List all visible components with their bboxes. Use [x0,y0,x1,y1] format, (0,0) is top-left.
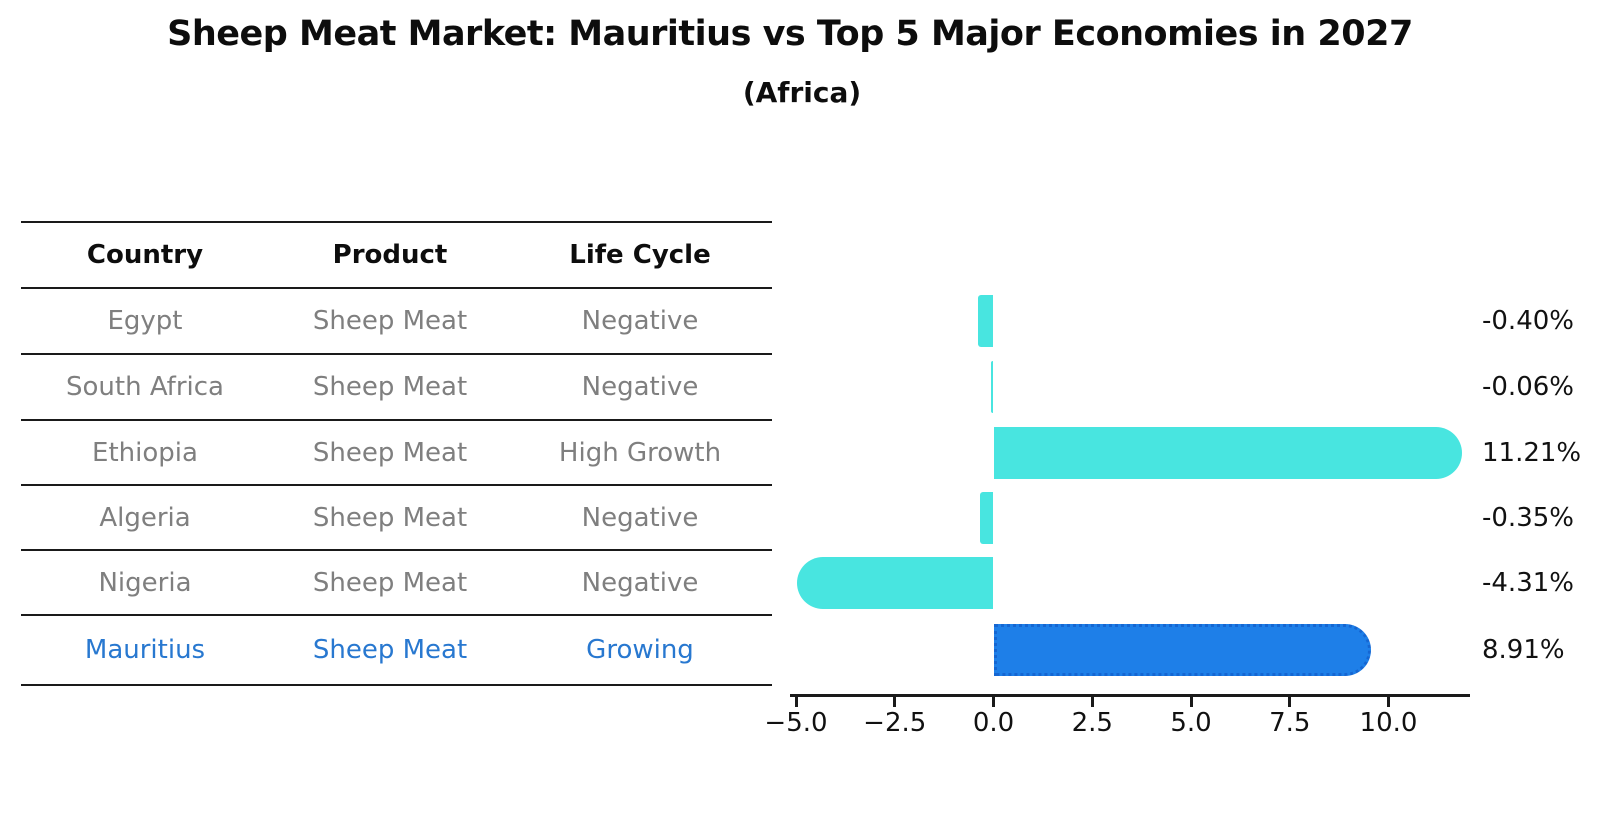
x-axis-tick [893,697,897,707]
table-cell-life_cycle: Negative [581,567,699,598]
x-axis-tick [794,697,798,707]
table-cell-product: Sheep Meat [312,437,468,468]
table-header-country: Country [86,240,204,270]
table-cell-country: Mauritius [84,635,206,665]
table-rule [21,684,772,686]
table-cell-life_cycle: High Growth [558,437,722,468]
table-cell-country: Egypt [107,306,183,336]
x-axis-tick [992,697,995,707]
table-cell-product: Sheep Meat [312,502,468,533]
bar-value-label: -0.40% [1482,306,1574,336]
table-cell-product: Sheep Meat [312,635,468,665]
table-cell-country: Nigeria [98,567,192,598]
table-rule [21,614,772,616]
table-cell-product: Sheep Meat [312,306,468,336]
table-cell-product: Sheep Meat [312,372,468,402]
bar-value-label: 11.21% [1482,437,1582,468]
x-axis-tick [1387,697,1390,707]
table-cell-life_cycle: Negative [581,502,699,533]
table-cell-country: Ethiopia [92,437,198,468]
bar [979,491,994,544]
table-rule [21,549,772,551]
bar [993,426,1463,479]
bar-value-label: 8.91% [1482,635,1565,665]
x-axis-tick-label: 10.0 [1359,708,1418,738]
x-axis-tick-label: 7.5 [1269,708,1311,738]
bar-value-label: -4.31% [1482,567,1574,598]
page-title: Sheep Meat Market: Mauritius vs Top 5 Ma… [167,14,1413,54]
table-rule [21,484,772,486]
table-cell-life_cycle: Negative [581,372,699,402]
x-axis-tick-label: 0.0 [972,708,1015,738]
x-axis-tick-label: 2.5 [1071,708,1113,738]
table-rule [21,353,772,355]
bar-value-label: -0.35% [1482,502,1574,533]
table-cell-product: Sheep Meat [312,567,468,598]
table-rule [21,287,772,289]
table-rule [21,221,772,223]
table-header-product: Product [332,240,448,270]
x-axis-tick-label: −5.0 [764,708,828,738]
bar [991,361,994,413]
x-axis-tick-label: 5.0 [1170,708,1212,738]
table-cell-life_cycle: Growing [586,635,694,665]
table-cell-country: South Africa [66,372,224,402]
x-axis-tick [1090,697,1094,707]
table-cell-life_cycle: Negative [581,306,699,336]
bar [797,556,994,609]
table-cell-country: Algeria [99,502,191,533]
x-axis-tick [1189,697,1193,707]
x-axis-line [790,694,1470,697]
bar [977,295,994,347]
bar-mauritius-highlight [993,624,1372,676]
table-rule [21,419,772,421]
bar-value-label: -0.06% [1482,372,1574,402]
x-axis-tick-label: −2.5 [863,708,927,738]
table-header-lifecycle: Life Cycle [569,240,711,270]
x-axis-tick [1288,697,1292,707]
page-subtitle: (Africa) [742,76,862,109]
